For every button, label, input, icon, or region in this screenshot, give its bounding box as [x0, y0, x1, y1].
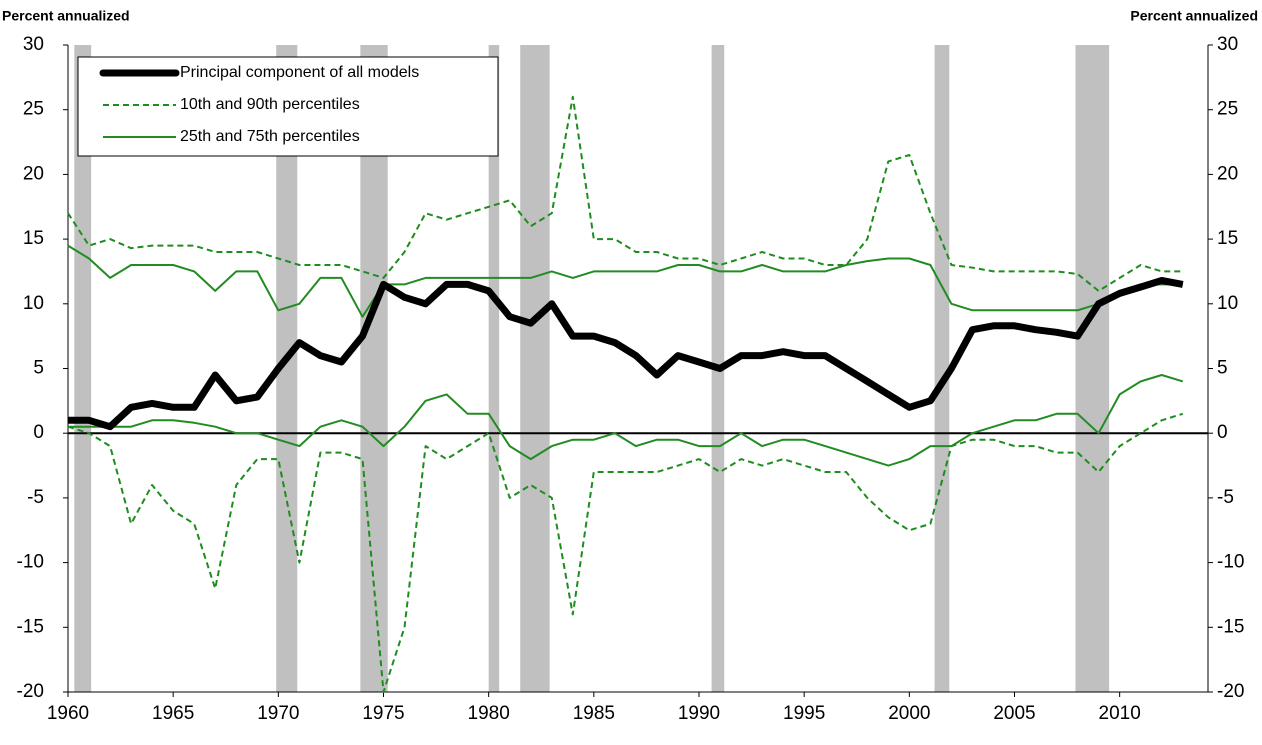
recession-band — [74, 45, 92, 692]
recession-band — [276, 45, 298, 692]
series-line — [67, 244, 1183, 318]
y-tick-label: -15 — [17, 616, 44, 637]
y2-tick-label: -5 — [1217, 487, 1234, 508]
legend-label: 10th and 90th percentiles — [180, 96, 360, 113]
series-line — [67, 95, 1183, 292]
legend-label: 25th and 75th percentiles — [180, 128, 360, 145]
series-line — [68, 374, 1184, 467]
x-tick-label: 1995 — [783, 703, 825, 724]
recession-band — [520, 45, 550, 692]
y2-tick-label: 0 — [1217, 422, 1228, 443]
y-tick-label: -10 — [17, 552, 44, 573]
recession-band — [934, 45, 950, 692]
x-tick-label: 1990 — [678, 703, 720, 724]
y-tick-label: -5 — [27, 487, 44, 508]
y-tick-label: 25 — [23, 99, 44, 120]
y-tick-label: 30 — [23, 34, 44, 55]
y-tick-label: 5 — [33, 358, 44, 379]
recession-band — [1075, 45, 1110, 692]
x-tick-label: 2010 — [1099, 703, 1141, 724]
y-tick-label: 0 — [33, 422, 44, 443]
x-tick-label: 1985 — [573, 703, 615, 724]
y2-tick-label: 10 — [1217, 293, 1238, 314]
y2-tick-label: 20 — [1217, 163, 1238, 184]
y-tick-label: 20 — [23, 163, 44, 184]
x-tick-label: 1975 — [362, 703, 404, 724]
series-line — [68, 277, 1184, 431]
y2-tick-label: 15 — [1217, 228, 1238, 249]
y-tick-label: -20 — [17, 681, 44, 702]
legend-label: Principal component of all models — [180, 64, 419, 81]
x-tick-label: 1960 — [47, 703, 89, 724]
x-tick-label: 1970 — [257, 703, 299, 724]
y2-tick-label: -20 — [1217, 681, 1244, 702]
y2-tick-label: 30 — [1217, 34, 1238, 55]
y2-axis-title: Percent annualized — [1130, 8, 1258, 24]
x-tick-label: 1980 — [468, 703, 510, 724]
x-tick-label: 1965 — [152, 703, 194, 724]
y2-tick-label: 25 — [1217, 99, 1238, 120]
y2-tick-label: -15 — [1217, 616, 1244, 637]
x-tick-label: 2005 — [993, 703, 1035, 724]
y-tick-label: 15 — [23, 228, 44, 249]
series-line — [67, 412, 1184, 693]
y-tick-label: 10 — [23, 293, 44, 314]
y-axis-title: Percent annualized — [2, 8, 130, 24]
y2-tick-label: -10 — [1217, 552, 1244, 573]
x-tick-label: 2000 — [888, 703, 930, 724]
y2-tick-label: 5 — [1217, 358, 1228, 379]
recession-band — [488, 45, 500, 692]
